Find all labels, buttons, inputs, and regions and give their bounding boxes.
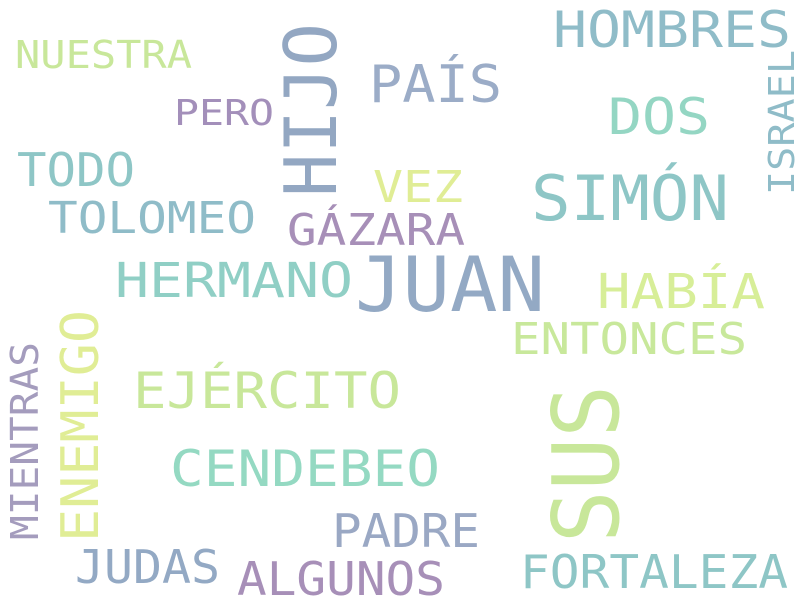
word-juan: JUAN — [355, 240, 545, 329]
word-sus: SUS — [533, 385, 640, 543]
word-gazara: GÁZARA — [287, 203, 465, 256]
word-habia: HABÍA — [597, 263, 765, 320]
word-simon: SIMÓN — [531, 162, 729, 235]
word-mientras: MIENTRAS — [3, 342, 47, 540]
word-algunos: ALGUNOS — [237, 552, 445, 600]
word-padre: PADRE — [332, 504, 480, 558]
word-hijo: HIJO — [269, 23, 353, 197]
word-cendebeo: CENDEBEO — [170, 440, 440, 498]
word-hombres: HOMBRES — [553, 1, 791, 59]
word-nuestra: NUESTRA — [15, 33, 192, 77]
word-israel: ISRAEL — [762, 50, 800, 195]
word-pero: PERO — [174, 93, 274, 134]
word-hermano: HERMANO — [115, 253, 353, 309]
word-entonces: ENTONCES — [511, 314, 747, 365]
word-todo: TODO — [17, 143, 135, 197]
word-tolomeo: TOLOMEO — [48, 193, 256, 244]
word-fortaleza: FORTALEZA — [520, 545, 788, 599]
word-vez: VEZ — [373, 162, 463, 213]
word-judas: JUDAS — [75, 540, 220, 594]
word-enemigo: ENEMIGO — [51, 310, 111, 542]
word-ejercito: EJÉRCITO — [133, 361, 401, 420]
word-dos: DOS — [608, 88, 710, 146]
word-pais: PAÍS — [369, 54, 502, 115]
